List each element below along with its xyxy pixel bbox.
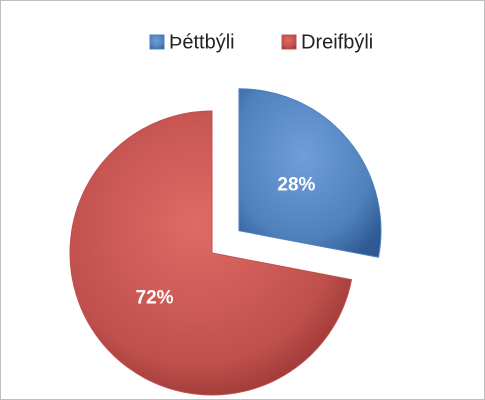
- legend-label: Þéttbýli: [169, 31, 235, 53]
- legend-swatch: [281, 34, 297, 50]
- pie: 28% 72%: [69, 88, 382, 396]
- data-label: 72%: [136, 287, 174, 308]
- legend: Þéttbýli Dreifbýli: [149, 31, 373, 53]
- legend-label: Dreifbýli: [301, 31, 373, 53]
- pie-slice: [238, 88, 382, 258]
- legend-swatch: [149, 34, 165, 50]
- pie-slice: [69, 110, 353, 396]
- data-label: 28%: [277, 174, 315, 195]
